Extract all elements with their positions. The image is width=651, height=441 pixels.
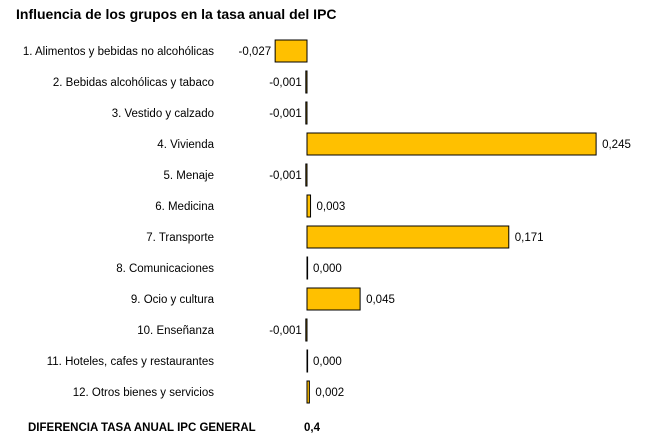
footer-value: 0,4 bbox=[304, 422, 320, 434]
category-label: 12. Otros bienes y servicios bbox=[73, 387, 215, 399]
bar bbox=[306, 225, 510, 249]
category-label: 6. Medicina bbox=[155, 201, 214, 213]
data-label: -0,001 bbox=[269, 170, 302, 182]
bar bbox=[306, 380, 310, 404]
category-label: 7. Transporte bbox=[146, 232, 214, 244]
category-label: 11. Hoteles, cafes y restaurantes bbox=[47, 356, 215, 368]
data-label: 0,003 bbox=[317, 201, 346, 213]
category-label: 1. Alimentos y bebidas no alcohólicas bbox=[23, 46, 214, 58]
category-label: 8. Comunicaciones bbox=[116, 263, 214, 275]
data-label: 0,000 bbox=[313, 263, 342, 275]
data-label: -0,001 bbox=[269, 108, 302, 120]
data-label: -0,027 bbox=[239, 46, 272, 58]
bar bbox=[305, 163, 308, 187]
chart-title: Influencia de los grupos en la tasa anua… bbox=[16, 6, 337, 22]
data-label: -0,001 bbox=[269, 325, 302, 337]
bar bbox=[306, 287, 361, 311]
bar bbox=[306, 256, 309, 280]
category-label: 4. Vivienda bbox=[157, 139, 214, 151]
bar bbox=[305, 70, 308, 94]
data-label: 0,002 bbox=[315, 387, 344, 399]
category-label: 3. Vestido y calzado bbox=[112, 108, 214, 120]
category-label: 9. Ocio y cultura bbox=[131, 294, 215, 306]
data-label: 0,245 bbox=[602, 139, 631, 151]
data-label: 0,171 bbox=[515, 232, 544, 244]
bar bbox=[306, 349, 309, 373]
category-label: 5. Menaje bbox=[163, 170, 214, 182]
bar bbox=[274, 39, 308, 63]
category-label: 10. Enseñanza bbox=[137, 325, 214, 337]
category-label: 2. Bebidas alcohólicas y tabaco bbox=[53, 77, 214, 89]
bar bbox=[306, 132, 597, 156]
bar bbox=[306, 194, 312, 218]
bar bbox=[305, 101, 308, 125]
bar bbox=[305, 318, 308, 342]
data-label: -0,001 bbox=[269, 77, 302, 89]
data-label: 0,045 bbox=[366, 294, 395, 306]
data-label: 0,000 bbox=[313, 356, 342, 368]
footer-label: DIFERENCIA TASA ANUAL IPC GENERAL bbox=[28, 422, 256, 434]
